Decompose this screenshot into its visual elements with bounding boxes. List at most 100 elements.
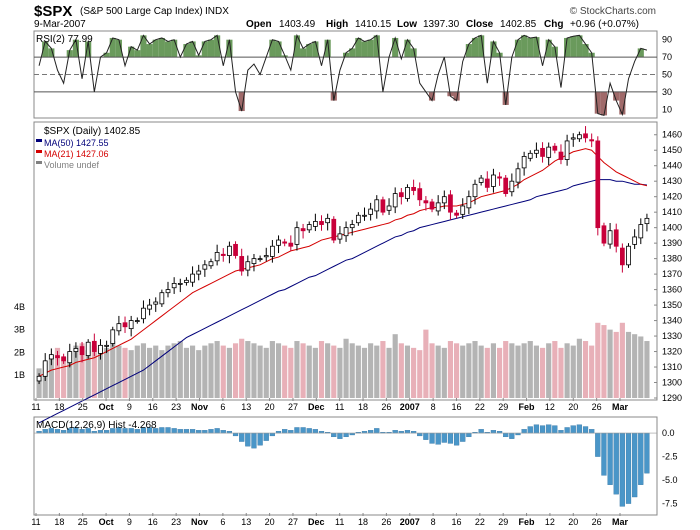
rsi-overbought-fill — [343, 52, 350, 58]
rsi-overbought-fill — [355, 37, 362, 58]
macd-bar — [546, 424, 552, 434]
candle-body — [153, 301, 159, 305]
rsi-overbought-fill — [72, 39, 79, 58]
macd-bar — [533, 424, 540, 434]
volume-bar — [423, 329, 429, 398]
volume-bar — [153, 345, 159, 398]
candle-body — [36, 375, 42, 382]
volume-bar — [355, 345, 361, 398]
macd-bar — [294, 427, 300, 434]
macd-bar — [232, 432, 239, 437]
candle-body — [104, 344, 109, 347]
candle-body — [638, 224, 644, 239]
volume-bar — [171, 343, 177, 398]
rsi-tick-label: 50 — [662, 70, 672, 80]
rsi-overbought-fill — [300, 48, 307, 58]
macd-bar — [343, 432, 349, 438]
rsi-overbought-fill — [183, 44, 190, 58]
candle-body — [349, 224, 355, 229]
rsi-overbought-fill — [134, 50, 141, 58]
price-tick-label: 1390 — [662, 238, 682, 248]
candle-body — [484, 178, 490, 188]
candle-body — [613, 229, 619, 247]
x-tick-label: 18 — [54, 517, 64, 527]
rsi-overbought-fill — [85, 41, 92, 58]
volume-bar — [61, 356, 67, 398]
volume-tick-label: 1B — [14, 370, 25, 380]
rsi-tick-label: 30 — [662, 87, 672, 97]
candle-body — [141, 307, 146, 320]
price-legend-1: $SPX (Daily) 1402.85 — [44, 126, 141, 137]
candle-body — [214, 252, 220, 262]
candle-body — [552, 145, 558, 151]
candle-body — [478, 177, 484, 183]
volume-bar — [441, 347, 447, 398]
macd-label: MACD(12,26,9) Hist -4.268 — [36, 420, 157, 431]
watermark: © StockCharts.com — [570, 6, 656, 17]
macd-histogram-layer — [34, 424, 657, 507]
macd-bar — [423, 432, 429, 440]
rsi-overbought-fill — [207, 39, 215, 58]
x-tick-label: 20 — [265, 517, 275, 527]
chart-date: 9-Mar-2007 — [34, 19, 86, 30]
volume-bar — [331, 345, 337, 398]
macd-bar — [527, 426, 533, 434]
volume-bar — [625, 331, 632, 398]
rsi-overbought-fill — [48, 48, 55, 58]
rsi-overbought-fill — [189, 41, 196, 58]
candle-body — [564, 140, 570, 160]
rsi-tick-label: 70 — [662, 52, 672, 62]
high-label: High — [326, 19, 348, 30]
macd-bar — [189, 429, 196, 434]
x-tick-label: 25 — [78, 402, 88, 412]
volume-bar — [632, 334, 638, 398]
price-tick-label: 1420 — [662, 192, 682, 202]
volume-bar — [275, 343, 282, 398]
rsi-oversold-fill — [594, 91, 601, 114]
candle-body — [276, 239, 281, 246]
x-tick-label: 13 — [241, 402, 251, 412]
candle-body — [527, 152, 533, 159]
candle-body — [288, 242, 294, 247]
rsi-overbought-fill — [306, 44, 313, 58]
candle-body — [515, 168, 521, 183]
candle-body — [257, 258, 263, 261]
macd-bar — [509, 432, 515, 439]
macd-bar — [601, 432, 607, 476]
volume-bar — [533, 345, 539, 398]
volume-bar — [570, 345, 576, 398]
volume-bar — [496, 347, 503, 398]
price-legend-2: MA(50) 1427.55 — [44, 138, 109, 148]
macd-tick-label: 0.0 — [662, 428, 675, 438]
x-tick-label: 12 — [545, 402, 555, 412]
candle-body — [466, 196, 472, 209]
x-tick-label: 26 — [381, 517, 391, 527]
price-legend-4: Volume undef — [44, 160, 100, 170]
rsi-overbought-fill — [214, 35, 221, 58]
volume-bar — [325, 343, 331, 398]
macd-tick-label: -7.5 — [662, 499, 678, 509]
candle-body — [417, 188, 423, 201]
volume-bar — [644, 341, 650, 398]
rsi-overbought-fill — [527, 37, 534, 58]
volume-bar — [484, 347, 490, 398]
rsi-overbought-fill — [392, 37, 399, 58]
volume-bar — [361, 347, 368, 398]
volume-bar — [607, 329, 613, 398]
macd-tick-label: -2.5 — [662, 452, 678, 462]
volume-bar — [220, 345, 226, 398]
candle-body — [521, 156, 527, 169]
volume-bar — [337, 347, 343, 398]
candle-body — [583, 133, 588, 139]
candle-body — [441, 196, 447, 204]
candle-body — [110, 329, 116, 344]
macd-bar — [220, 430, 226, 434]
candle-body — [159, 292, 165, 305]
open-value: 1403.49 — [279, 19, 316, 30]
x-tick-label: Mar — [612, 517, 629, 527]
candle-body — [263, 255, 269, 258]
macd-bar — [239, 432, 245, 442]
price-tick-label: 1370 — [662, 269, 682, 279]
candle-body — [294, 227, 300, 245]
volume-bar — [294, 341, 300, 398]
